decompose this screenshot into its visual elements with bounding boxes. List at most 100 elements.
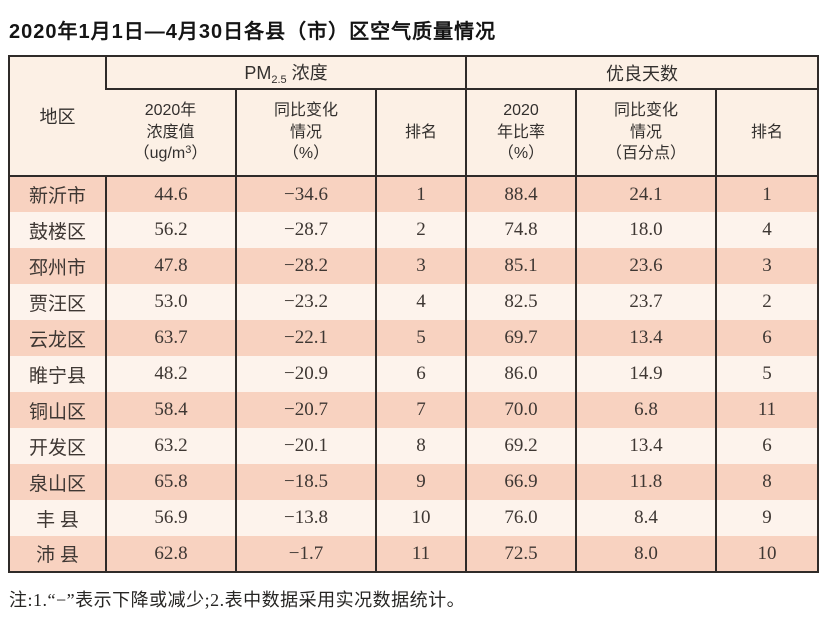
value-cell: 24.1	[575, 176, 716, 212]
header-line: 浓度值	[146, 123, 195, 141]
pm25-suffix: 浓度	[286, 63, 328, 83]
value-cell: −18.5	[235, 464, 376, 500]
value-cell: 23.6	[575, 248, 716, 284]
column-header-good-change: 同比变化 情况 （百分点）	[575, 89, 716, 177]
value-cell: 53.0	[105, 284, 236, 320]
header-line: 同比变化	[273, 102, 338, 120]
region-cell: 丰 县	[9, 500, 106, 536]
header-line: 2020	[503, 102, 539, 120]
value-cell: 48.2	[105, 356, 236, 392]
value-cell: 6	[714, 320, 819, 356]
value-cell: −13.8	[235, 500, 376, 536]
header-group-row: 地区 PM2.5 浓度 优良天数	[9, 56, 819, 177]
value-cell: 69.7	[465, 320, 576, 356]
value-cell: 11	[375, 536, 466, 572]
table-row: 鼓楼区 56.2 −28.7 2 74.8 18.0 4	[9, 212, 819, 248]
column-header-good-rate: 2020 年比率 （%）	[465, 89, 576, 177]
table-row: 铜山区 58.4 −20.7 7 70.0 6.8 11	[9, 392, 819, 428]
table-row: 开发区 63.2 −20.1 8 69.2 13.4 6	[9, 428, 819, 464]
header-line: 情况	[289, 123, 322, 141]
value-cell: 69.2	[465, 428, 576, 464]
value-cell: 72.5	[465, 536, 576, 572]
value-cell: 1	[714, 176, 819, 212]
pm25-subscript: 2.5	[271, 74, 287, 86]
value-cell: −20.7	[235, 392, 376, 428]
value-cell: 11	[714, 392, 819, 428]
value-cell: 10	[714, 536, 819, 572]
table-row: 贾汪区 53.0 −23.2 4 82.5 23.7 2	[9, 284, 819, 320]
value-cell: 88.4	[465, 176, 576, 212]
cubic-superscript: 3	[185, 144, 192, 157]
column-group-good-days: 优良天数	[464, 56, 819, 90]
value-cell: 44.6	[105, 176, 236, 212]
value-cell: 9	[375, 464, 466, 500]
value-cell: 2	[714, 284, 819, 320]
value-cell: −28.2	[235, 248, 376, 284]
header-line: 2020年	[144, 102, 197, 120]
value-cell: 6	[714, 428, 819, 464]
value-cell: −28.7	[235, 212, 376, 248]
value-cell: 56.9	[105, 500, 236, 536]
value-cell: 2	[375, 212, 466, 248]
table-row: 睢宁县 48.2 −20.9 6 86.0 14.9 5	[9, 356, 819, 392]
value-cell: 8.4	[575, 500, 716, 536]
value-cell: 5	[714, 356, 819, 392]
column-header-pm-change: 同比变化 情况 （%）	[235, 89, 376, 177]
air-quality-table: 地区 PM2.5 浓度 优良天数 2020年 浓度值 （ug/m3） 同比变化 …	[8, 55, 820, 573]
value-cell: −23.2	[235, 284, 376, 320]
value-cell: 85.1	[465, 248, 576, 284]
region-cell: 鼓楼区	[9, 212, 106, 248]
value-cell: 13.4	[575, 320, 716, 356]
value-cell: 4	[375, 284, 466, 320]
column-header-region: 地区	[9, 56, 106, 177]
region-cell: 贾汪区	[9, 284, 106, 320]
value-cell: 62.8	[105, 536, 236, 572]
header-line: 年比率	[496, 123, 545, 141]
region-cell: 铜山区	[9, 392, 106, 428]
value-cell: 18.0	[575, 212, 716, 248]
column-header-good-rank: 排名	[714, 89, 819, 177]
column-group-pm25: PM2.5 浓度	[105, 56, 466, 90]
header-line: （ug/m	[133, 145, 186, 163]
region-cell: 邳州市	[9, 248, 106, 284]
region-cell: 开发区	[9, 428, 106, 464]
value-cell: −1.7	[235, 536, 376, 572]
footnote: 注:1.“−”表示下降或减少;2.表中数据采用实况数据统计。	[9, 590, 466, 610]
region-cell: 沛 县	[9, 536, 106, 572]
value-cell: −22.1	[235, 320, 376, 356]
value-cell: 63.2	[105, 428, 236, 464]
value-cell: 47.8	[105, 248, 236, 284]
value-cell: 1	[375, 176, 466, 212]
value-cell: 13.4	[575, 428, 716, 464]
value-cell: 5	[375, 320, 466, 356]
header-line: （%）	[282, 145, 330, 163]
value-cell: 66.9	[465, 464, 576, 500]
value-cell: −20.1	[235, 428, 376, 464]
region-cell: 新沂市	[9, 176, 106, 212]
value-cell: 86.0	[465, 356, 576, 392]
value-cell: 82.5	[465, 284, 576, 320]
region-cell: 云龙区	[9, 320, 106, 356]
page-title: 2020年1月1日—4月30日各县（市）区空气质量情况	[9, 21, 497, 43]
table-header: 地区 PM2.5 浓度 优良天数 2020年 浓度值 （ug/m3） 同比变化 …	[9, 56, 819, 177]
table-body: 新沂市 44.6 −34.6 1 88.4 24.1 1 鼓楼区 56.2 −28.7 2 74.8 1…	[9, 176, 819, 572]
value-cell: 9	[714, 500, 819, 536]
value-cell: 11.8	[575, 464, 716, 500]
column-header-pm-rank: 排名	[375, 89, 466, 177]
value-cell: 76.0	[465, 500, 576, 536]
header-sub-row: 2020年 浓度值 （ug/m3） 同比变化 情况 （%） 排名 2020 年比…	[9, 89, 819, 177]
value-cell: −20.9	[235, 356, 376, 392]
value-cell: 6.8	[575, 392, 716, 428]
table-row: 新沂市 44.6 −34.6 1 88.4 24.1 1	[9, 176, 819, 212]
value-cell: 8.0	[575, 536, 716, 572]
table-row: 丰 县 56.9 −13.8 10 76.0 8.4 9	[9, 500, 819, 536]
header-line: （百分点）	[605, 145, 686, 163]
value-cell: 8	[714, 464, 819, 500]
header-line: 同比变化	[613, 102, 678, 120]
table-row: 云龙区 63.7 −22.1 5 69.7 13.4 6	[9, 320, 819, 356]
table-row: 邳州市 47.8 −28.2 3 85.1 23.6 3	[9, 248, 819, 284]
value-cell: 7	[375, 392, 466, 428]
value-cell: 3	[714, 248, 819, 284]
pm25-label: PM	[244, 63, 272, 83]
value-cell: 65.8	[105, 464, 236, 500]
